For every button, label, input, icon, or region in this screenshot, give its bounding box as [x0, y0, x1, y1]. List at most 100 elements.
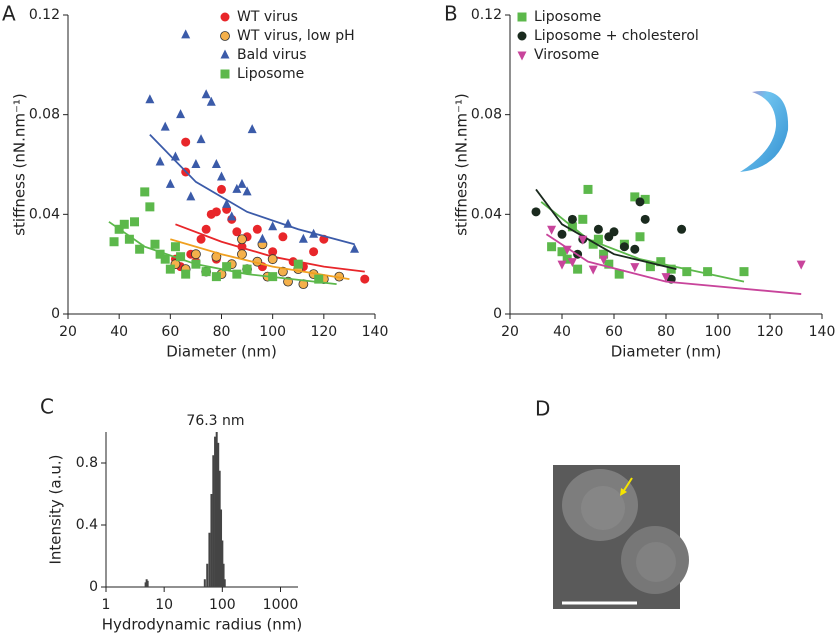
point: [160, 121, 170, 131]
y-tick-label: 0.12: [29, 7, 60, 23]
x-axis-label: Hydrodynamic radius (nm): [102, 616, 303, 634]
point: [145, 202, 155, 212]
bar: [218, 470, 221, 587]
point: [191, 159, 201, 168]
point: [360, 274, 370, 284]
point: [217, 171, 226, 181]
point: [242, 264, 252, 274]
point: [578, 214, 588, 224]
point: [557, 247, 567, 257]
legend-label: Bald virus: [237, 47, 307, 63]
point: [165, 178, 175, 188]
x-tick-label: 100: [705, 324, 732, 340]
bar: [208, 532, 211, 587]
point: [222, 262, 232, 272]
point: [578, 235, 588, 245]
point: [599, 255, 609, 265]
point: [573, 264, 583, 274]
point: [247, 124, 257, 134]
point: [242, 186, 252, 196]
panel-label: D: [535, 397, 550, 421]
point: [619, 242, 629, 252]
point: [237, 249, 247, 260]
point: [661, 273, 671, 283]
y-axis-label: Intensity (a.u.): [47, 455, 65, 565]
bar: [203, 579, 206, 587]
point: [635, 232, 645, 242]
panel-label: B: [444, 2, 458, 26]
point: [666, 264, 676, 274]
point: [206, 96, 216, 106]
bar: [222, 563, 225, 587]
point: [222, 198, 232, 208]
bar: [210, 494, 213, 587]
point: [155, 156, 165, 166]
point: [124, 234, 134, 244]
point: [119, 219, 129, 229]
point: [237, 234, 247, 245]
x-axis-label: Diameter (nm): [611, 343, 722, 361]
point: [211, 159, 221, 168]
y-axis-label: stiffness (nN.nm⁻¹): [453, 93, 471, 236]
x-tick-label: 140: [362, 324, 389, 340]
x-tick-label: 80: [657, 324, 675, 340]
legend-label: WT virus, low pH: [237, 28, 355, 44]
x-tick-label: 120: [310, 324, 337, 340]
legend-label: Liposome + cholesterol: [534, 28, 699, 44]
point: [583, 184, 593, 194]
x-tick-label: 140: [809, 324, 836, 340]
point: [677, 224, 687, 234]
x-tick-label: 120: [757, 324, 784, 340]
point: [350, 243, 360, 253]
bar: [223, 579, 226, 587]
y-tick-label: 0: [89, 579, 98, 595]
y-tick-label: 0.12: [471, 7, 502, 23]
point: [703, 267, 713, 277]
point: [257, 233, 267, 243]
x-tick-label: 40: [553, 324, 571, 340]
point: [682, 267, 692, 277]
micrograph: [553, 465, 689, 609]
y-tick-label: 0.04: [29, 206, 60, 222]
point: [186, 191, 196, 201]
point: [201, 267, 211, 277]
point: [196, 134, 206, 144]
legend-marker: [220, 69, 230, 79]
bar: [212, 455, 215, 587]
point: [109, 237, 119, 247]
y-tick-label: 0.8: [76, 455, 98, 471]
point: [298, 233, 308, 243]
point: [181, 137, 191, 147]
point: [201, 89, 211, 99]
x-tick-label: 60: [605, 324, 623, 340]
point: [557, 229, 567, 239]
x-tick-label: 100: [209, 597, 236, 613]
point: [588, 239, 598, 249]
point: [531, 207, 541, 217]
point: [562, 254, 572, 264]
x-tick-label: 100: [259, 324, 286, 340]
point: [796, 260, 806, 270]
point: [237, 178, 247, 188]
x-tick-label: 80: [213, 324, 231, 340]
y-tick-label: 0: [493, 306, 502, 322]
point: [547, 225, 557, 235]
legend-label: Liposome: [534, 9, 601, 25]
x-tick-label: 10: [155, 597, 173, 613]
point: [547, 242, 557, 252]
bar: [215, 432, 218, 587]
bar: [220, 509, 223, 587]
panel-label: A: [2, 2, 16, 26]
annotation: 76.3 nm: [186, 413, 244, 429]
point: [140, 187, 150, 197]
point: [170, 242, 180, 252]
point: [557, 260, 567, 270]
x-axis-label: Diameter (nm): [166, 343, 277, 361]
point: [268, 247, 278, 257]
point: [635, 197, 645, 207]
legend-marker: [517, 12, 527, 22]
legend-marker: [517, 31, 527, 41]
x-tick-label: 20: [501, 324, 519, 340]
point: [656, 257, 666, 267]
point: [314, 274, 324, 284]
